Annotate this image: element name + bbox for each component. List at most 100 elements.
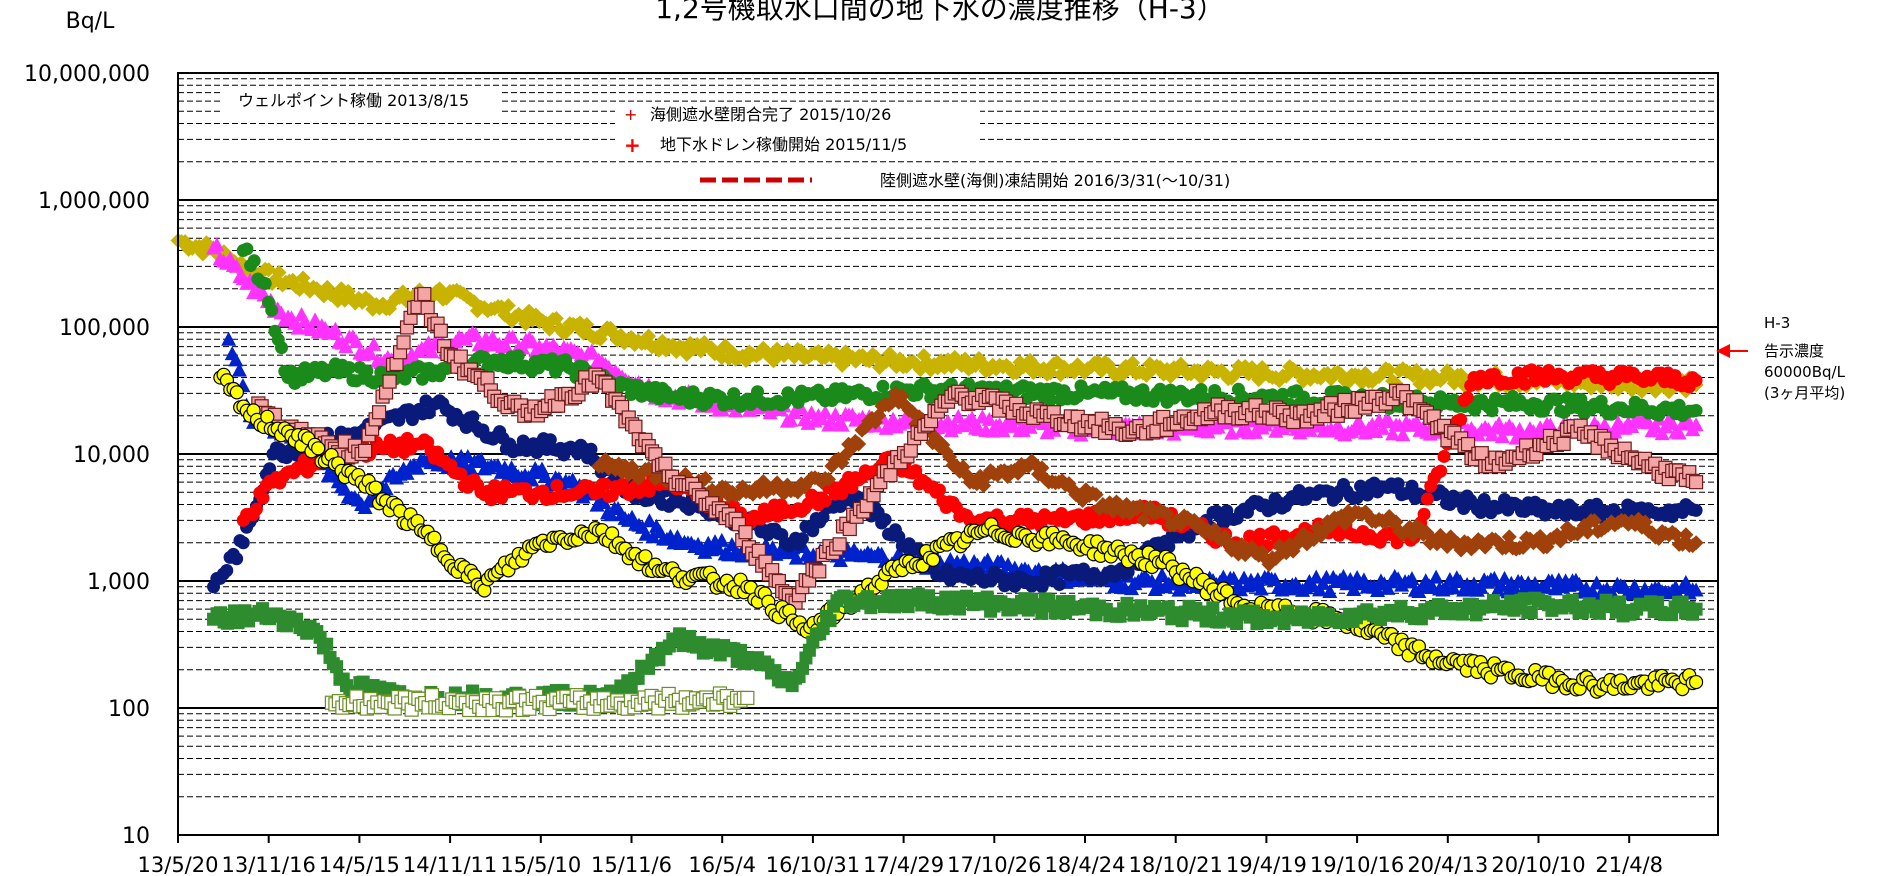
series-8-point [832,537,847,552]
series-2-point [1688,417,1704,432]
series-3-point [1689,404,1703,418]
y-tick-label: 100,000 [59,316,150,341]
series-2-point [783,412,799,427]
series-1-point [261,262,277,278]
x-tick-label: 20/4/13 [1407,853,1488,876]
series-4-point [399,465,415,480]
series-10-point [320,637,334,651]
x-tick-label: 19/10/16 [1310,853,1404,876]
limit-note-line-4: (3ヶ月平均) [1764,384,1845,402]
series-9-point [427,530,442,545]
series-2-point [1671,425,1687,440]
annotation-wellpoint-text: ウェルポイント稼働 2013/8/15 [238,91,469,110]
series-2-point [1210,419,1226,434]
series-5-point [584,442,598,456]
series-4-point [1428,569,1444,584]
series-4-point [463,462,479,477]
series-1-point [271,264,287,280]
annotation-drain-text: 地下水ドレン稼働開始 2015/11/5 [660,135,907,154]
series-8-point [628,419,643,434]
x-tick-label: 21/4/8 [1595,853,1663,876]
series-3-point [240,242,254,256]
series-9-point [260,409,275,424]
series-5-point [1052,578,1066,592]
series-2-point [209,237,225,252]
x-axis: 13/5/20 13/11/16 14/5/15 14/11/11 15/5/10 15/… [138,835,1663,876]
x-tick-label: 17/10/26 [947,853,1041,876]
limit-note-line-1: H-3 [1764,314,1790,332]
limit-note: H-3 告示濃度 60000Bq/L (3ヶ月平均) [1716,314,1846,402]
x-tick-label: 18/10/21 [1129,853,1223,876]
series-9-point [1688,674,1704,690]
series-2-point [964,410,980,425]
series-2-point [505,329,521,344]
y-tick-label: 1,000 [87,570,150,595]
series-2-point [817,404,833,419]
y-tick-label: 100 [108,697,150,722]
x-tick-label: 20/10/10 [1491,853,1585,876]
series-3-point [751,385,765,399]
series-3-point [275,341,289,355]
x-tick-label: 16/10/31 [766,853,860,876]
series-2-point [1385,426,1401,441]
x-tick-label: 13/11/16 [222,853,316,876]
series-8-point [903,443,918,458]
y-tick-label: 10 [122,824,150,849]
y-tick-label: 10,000 [73,443,150,468]
series-10-point [1524,606,1538,620]
series-2-point [834,417,850,432]
x-tick-label: 15/11/6 [591,853,672,876]
series-8-point [417,286,432,302]
series-8-point [658,456,673,471]
series-3-point [415,372,429,386]
series-10-point [330,660,344,674]
annotation-frozen-wall: 陸側遮水壁(海側)凍結開始 2016/3/31(～10/31) [690,166,1310,194]
series-3-point [876,379,890,393]
series-9-point [926,552,941,567]
x-tick-label: 17/4/29 [863,853,944,876]
series-2-point [229,258,245,273]
chart-title: 1,2号機取水口間の地下水の濃度推移（H-3） [655,0,1225,25]
annotation-wellpoint: ウェルポイント稼働 2013/8/15 [222,88,502,112]
series-3-point [1043,393,1057,407]
series-6-point [1460,391,1474,405]
y-tick-label: 10,000,000 [24,62,150,87]
series-8-point [842,521,857,537]
series-3-point [360,364,374,378]
series-8-point [883,468,898,483]
series-3-point [1550,393,1564,407]
annotation-drain: + 地下水ドレン稼働開始 2015/11/5 [615,132,980,157]
series-2-point [327,321,343,336]
series-8-point [358,443,373,458]
series-2-point [348,334,364,349]
series-1-point [1009,365,1025,381]
series-8-point [601,378,616,393]
series-3-point [1194,382,1208,396]
series-3-point [258,277,272,291]
data-marks [170,232,1704,718]
series-5-point [795,532,809,546]
series-2-point [366,336,382,351]
series-1-point [500,298,516,314]
marker-cross-icon: + [624,105,637,124]
series-8-point [433,323,448,338]
series-4-point [641,513,657,528]
series-4-point [460,448,476,463]
series-2-point [338,339,354,354]
series-1-point [1409,362,1425,378]
x-tick-label: 19/4/19 [1226,853,1307,876]
series-6-point [1434,464,1448,478]
series-8-point [396,335,411,350]
series-2-point [498,338,514,353]
annotation-frozen-wall-text: 陸側遮水壁(海側)凍結開始 2016/3/31(～10/31) [880,171,1230,190]
series-9-point [229,385,244,400]
series-10-point [823,614,837,628]
series-5-point [230,552,244,566]
series-4-point [565,472,581,487]
series-4-point [645,529,661,544]
series-6-point [1420,492,1434,506]
series-5-point [878,513,892,527]
series-8-point [371,405,387,420]
series-4-point [378,481,394,496]
